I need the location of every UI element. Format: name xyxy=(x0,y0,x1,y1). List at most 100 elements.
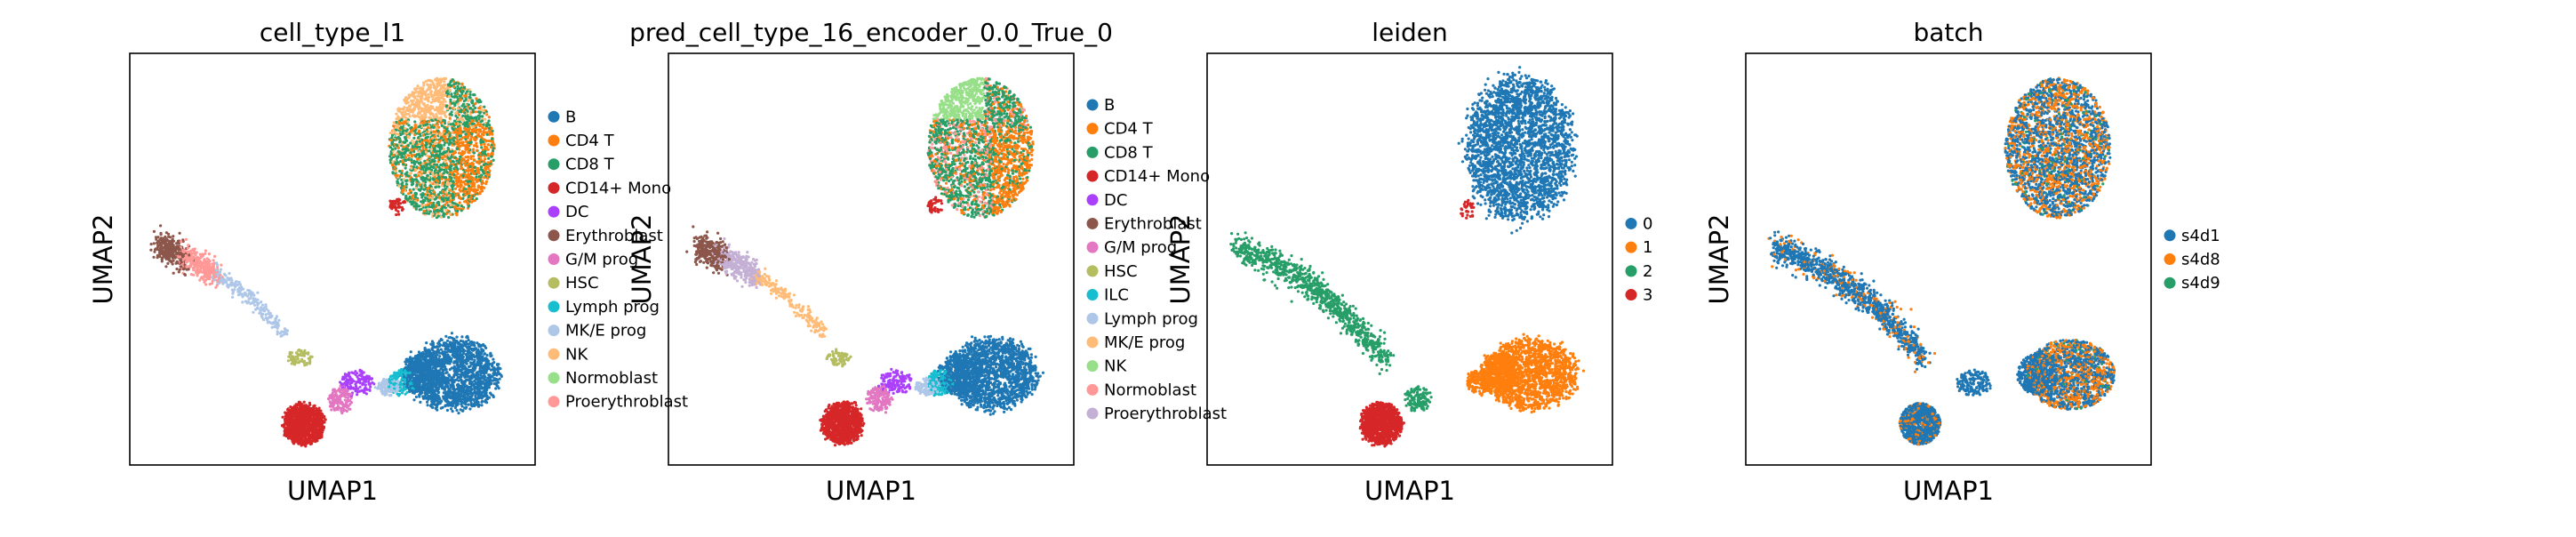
scatter-point xyxy=(418,204,421,208)
scatter-point xyxy=(397,184,401,188)
scatter-point xyxy=(467,150,470,154)
scatter-point xyxy=(459,351,462,355)
scatter-point xyxy=(281,415,284,419)
scatter-point xyxy=(260,301,263,304)
scatter-point xyxy=(484,117,487,121)
scatter-point xyxy=(256,291,260,294)
scatter-point xyxy=(395,112,398,116)
scatter-point xyxy=(419,400,422,404)
scatter-point xyxy=(404,110,407,114)
scatter-point xyxy=(413,87,417,91)
scatter-point xyxy=(390,140,394,144)
scatter-point xyxy=(467,338,470,342)
scatter-point xyxy=(175,242,179,245)
scatter-point xyxy=(421,146,425,149)
scatter-point xyxy=(454,81,458,84)
scatter-point xyxy=(405,390,409,394)
scatter-point xyxy=(418,116,421,119)
scatter-point xyxy=(286,359,290,363)
scatter-point xyxy=(450,332,453,335)
scatter-point xyxy=(476,377,479,381)
scatter-point xyxy=(439,136,443,140)
scatter-point xyxy=(402,145,405,148)
scatter-point xyxy=(393,142,396,147)
scatter-point xyxy=(422,84,426,87)
scatter-point xyxy=(408,115,412,118)
scatter-point xyxy=(397,394,401,397)
scatter-point xyxy=(483,154,486,157)
scatter-point xyxy=(213,254,217,258)
scatter-point xyxy=(480,146,484,149)
scatter-point xyxy=(489,368,493,372)
scatter-point xyxy=(480,365,484,369)
scatter-point xyxy=(475,141,478,145)
scatter-point xyxy=(416,84,420,88)
scatter-point xyxy=(459,98,462,101)
scatter-point xyxy=(172,259,175,262)
scatter-point xyxy=(388,161,393,164)
scatter-point xyxy=(487,126,492,130)
scatter-point xyxy=(446,339,450,342)
scatter-point xyxy=(211,262,214,266)
scatter-point xyxy=(475,175,478,179)
scatter-point xyxy=(465,135,468,139)
scatter-point xyxy=(175,267,179,271)
scatter-point xyxy=(456,347,460,350)
scatter-point xyxy=(388,132,392,135)
scatter-point xyxy=(452,160,455,164)
scatter-point xyxy=(489,351,492,355)
scatter-point xyxy=(389,152,393,156)
scatter-point xyxy=(444,121,447,125)
scatter-point xyxy=(458,157,461,161)
scatter-point xyxy=(461,193,466,196)
scatter-point xyxy=(461,340,465,343)
scatter-point xyxy=(418,94,422,99)
scatter-point xyxy=(404,363,408,366)
scatter-point xyxy=(469,135,474,139)
scatter-point xyxy=(452,366,456,370)
scatter-point xyxy=(416,94,420,98)
scatter-point xyxy=(455,159,459,163)
scatter-point xyxy=(429,342,433,346)
scatter-point xyxy=(277,318,281,322)
scatter-point xyxy=(154,236,158,239)
scatter-point xyxy=(166,261,170,265)
scatter-point xyxy=(447,143,451,147)
scatter-point xyxy=(462,349,466,353)
scatter-point xyxy=(484,182,488,186)
scatter-point xyxy=(484,180,489,183)
scatter-point xyxy=(355,384,358,388)
scatter-point xyxy=(494,368,498,372)
scatter-point xyxy=(459,339,463,342)
scatter-point xyxy=(457,82,460,85)
scatter-point xyxy=(426,400,429,404)
scatter-point xyxy=(425,355,428,358)
scatter-point xyxy=(431,154,436,157)
scatter-point xyxy=(455,408,459,413)
scatter-point xyxy=(156,236,160,239)
scatter-point xyxy=(454,174,458,179)
scatter-point xyxy=(440,124,444,127)
scatter-point xyxy=(494,387,498,390)
scatter-point xyxy=(278,332,282,335)
scatter-point xyxy=(220,263,223,267)
scatter-point xyxy=(455,404,459,407)
scatter-point xyxy=(480,385,484,389)
scatter-point xyxy=(423,184,427,188)
scatter-point xyxy=(390,136,394,140)
scatter-point xyxy=(436,397,440,401)
scatter-point xyxy=(434,168,437,172)
scatter-point xyxy=(432,178,436,181)
scatter-point xyxy=(429,79,433,83)
scatter-point xyxy=(442,111,445,115)
scatter-point xyxy=(296,355,300,358)
scatter-point xyxy=(435,138,438,141)
scatter-point xyxy=(203,280,206,284)
scatter-point xyxy=(451,78,454,82)
scatter-point xyxy=(431,366,435,370)
scatter-point xyxy=(476,114,481,117)
scatter-point xyxy=(483,352,487,356)
scatter-point xyxy=(482,159,485,163)
scatter-point xyxy=(184,237,188,241)
scatter-point xyxy=(395,143,398,147)
